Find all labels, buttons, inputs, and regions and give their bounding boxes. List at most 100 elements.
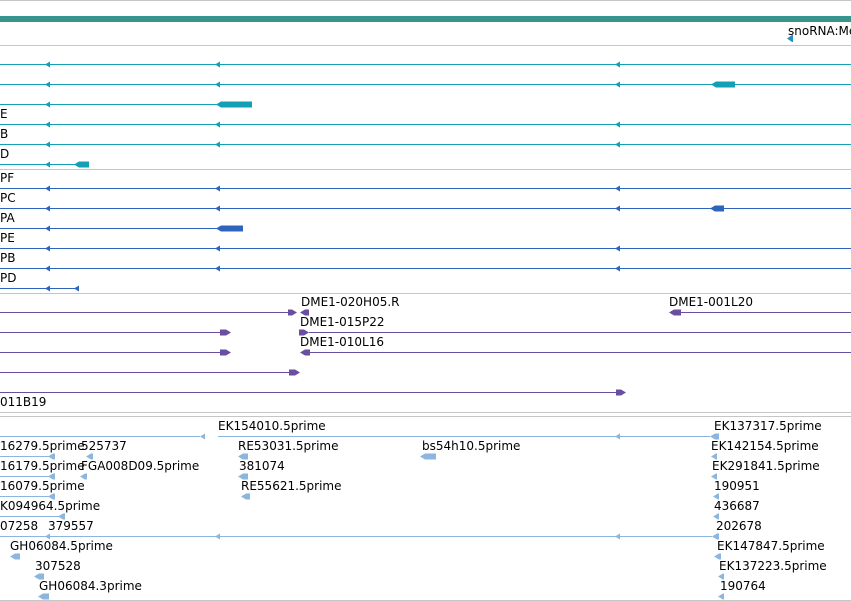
exon-block — [238, 473, 248, 480]
exon-block — [711, 453, 717, 460]
feature-label[interactable]: FGA008D09.5prime — [81, 459, 200, 473]
feature-label[interactable]: EK137317.5prime — [714, 419, 822, 433]
strand-arrow-left — [215, 265, 220, 272]
exon-block — [80, 473, 87, 480]
feature-label[interactable]: DME1-015P22 — [300, 315, 385, 329]
strand-arrow-left — [615, 433, 620, 440]
exon-block — [86, 453, 93, 460]
feature-label[interactable]: 436687 — [714, 499, 760, 513]
strand-arrow-left — [45, 61, 50, 68]
feature-label[interactable]: 07258 — [0, 519, 39, 533]
feature-label[interactable]: PB — [0, 251, 16, 265]
strand-arrow-left — [215, 533, 220, 540]
feature-label[interactable]: 202678 — [716, 519, 762, 533]
exon-block — [669, 309, 681, 316]
feature-label[interactable]: 307528 — [35, 559, 81, 573]
exon-block — [34, 573, 44, 580]
feature-label[interactable]: PE — [0, 231, 15, 245]
strand-arrow-left — [615, 265, 620, 272]
strand-arrow-left — [615, 245, 620, 252]
exon-block — [712, 533, 719, 540]
exon-block — [288, 309, 297, 316]
feature-label[interactable]: EK147847.5prime — [717, 539, 825, 553]
strand-arrow-left — [45, 161, 50, 168]
feature-label[interactable]: GH06084.5prime — [10, 539, 113, 553]
feature-label[interactable]: 525737 — [81, 439, 127, 453]
feature-label[interactable]: PA — [0, 211, 15, 225]
strand-arrow-left — [615, 81, 620, 88]
exon-block — [216, 225, 243, 232]
exon-block — [48, 473, 55, 480]
feature-label[interactable]: GH06084.3prime — [39, 579, 142, 593]
feature-label[interactable]: bs54h10.5prime — [422, 439, 521, 453]
strand-arrow-left — [615, 205, 620, 212]
feature-label[interactable]: 190764 — [720, 579, 766, 593]
strand-arrow-left — [615, 61, 620, 68]
feature-label[interactable]: E — [0, 107, 8, 121]
feature-label[interactable]: RE53031.5prime — [238, 439, 339, 453]
strand-arrow-left — [45, 285, 50, 292]
feature-label[interactable]: PC — [0, 191, 16, 205]
strand-arrow-left — [45, 81, 50, 88]
strand-arrow-left — [215, 81, 220, 88]
feature-label[interactable]: 379557 — [48, 519, 94, 533]
feature-label[interactable]: EK137223.5prime — [719, 559, 827, 573]
exon-block — [48, 453, 55, 460]
exon-block — [718, 593, 724, 600]
strand-arrow-left — [45, 533, 50, 540]
scaffold-bar — [0, 16, 851, 22]
feature-label[interactable]: 16279.5prime — [0, 439, 85, 453]
feature-label[interactable]: EK142154.5prime — [711, 439, 819, 453]
strand-arrow-left — [45, 205, 50, 212]
feature-label-snorna[interactable]: snoRNA:Me — [788, 24, 851, 38]
exon-block — [711, 473, 717, 480]
exon-block — [299, 329, 309, 336]
strand-arrow-left — [200, 433, 205, 440]
exon-block — [787, 35, 793, 42]
exon-block — [300, 309, 309, 316]
strand-arrow-left — [615, 141, 620, 148]
feature-label[interactable]: D — [0, 147, 10, 161]
exon-block — [48, 493, 55, 500]
exon-block — [616, 389, 626, 396]
feature-label[interactable]: EK291841.5prime — [712, 459, 820, 473]
exon-block — [713, 513, 719, 520]
exon-block — [216, 101, 252, 108]
exon-block — [710, 433, 719, 440]
feature-label[interactable]: DME1-001L20 — [669, 295, 753, 309]
exon-block — [713, 493, 719, 500]
exon-block — [220, 349, 231, 356]
feature-label[interactable]: PD — [0, 271, 17, 285]
strand-arrow-left — [215, 205, 220, 212]
strand-arrow-left — [615, 121, 620, 128]
strand-arrow-left — [74, 285, 79, 292]
feature-label[interactable]: DME1-010L16 — [300, 335, 384, 349]
feature-label[interactable]: K094964.5prime — [0, 499, 101, 513]
strand-arrow-left — [45, 245, 50, 252]
feature-label[interactable]: RE55621.5prime — [241, 479, 342, 493]
feature-label[interactable]: 011B19 — [0, 395, 47, 409]
exon-block — [238, 453, 248, 460]
strand-arrow-left — [45, 101, 50, 108]
strand-arrow-left — [215, 61, 220, 68]
exon-block — [10, 553, 20, 560]
feature-label[interactable]: B — [0, 127, 9, 141]
strand-arrow-left — [45, 141, 50, 148]
feature-label[interactable]: PF — [0, 171, 15, 185]
feature-label[interactable]: 16179.5prime — [0, 459, 85, 473]
strand-arrow-left — [615, 185, 620, 192]
exon-block — [300, 349, 310, 356]
exon-block — [420, 453, 436, 460]
feature-label[interactable]: 16079.5prime — [0, 479, 85, 493]
exon-block — [711, 81, 735, 88]
exon-block — [289, 369, 300, 376]
strand-arrow-left — [45, 185, 50, 192]
strand-arrow-left — [215, 245, 220, 252]
exon-block — [58, 513, 65, 520]
feature-label[interactable]: 381074 — [239, 459, 285, 473]
feature-label[interactable]: EK154010.5prime — [218, 419, 326, 433]
strand-arrow-left — [215, 121, 220, 128]
feature-label[interactable]: 190951 — [714, 479, 760, 493]
feature-label[interactable]: DME1-020H05.R — [301, 295, 400, 309]
